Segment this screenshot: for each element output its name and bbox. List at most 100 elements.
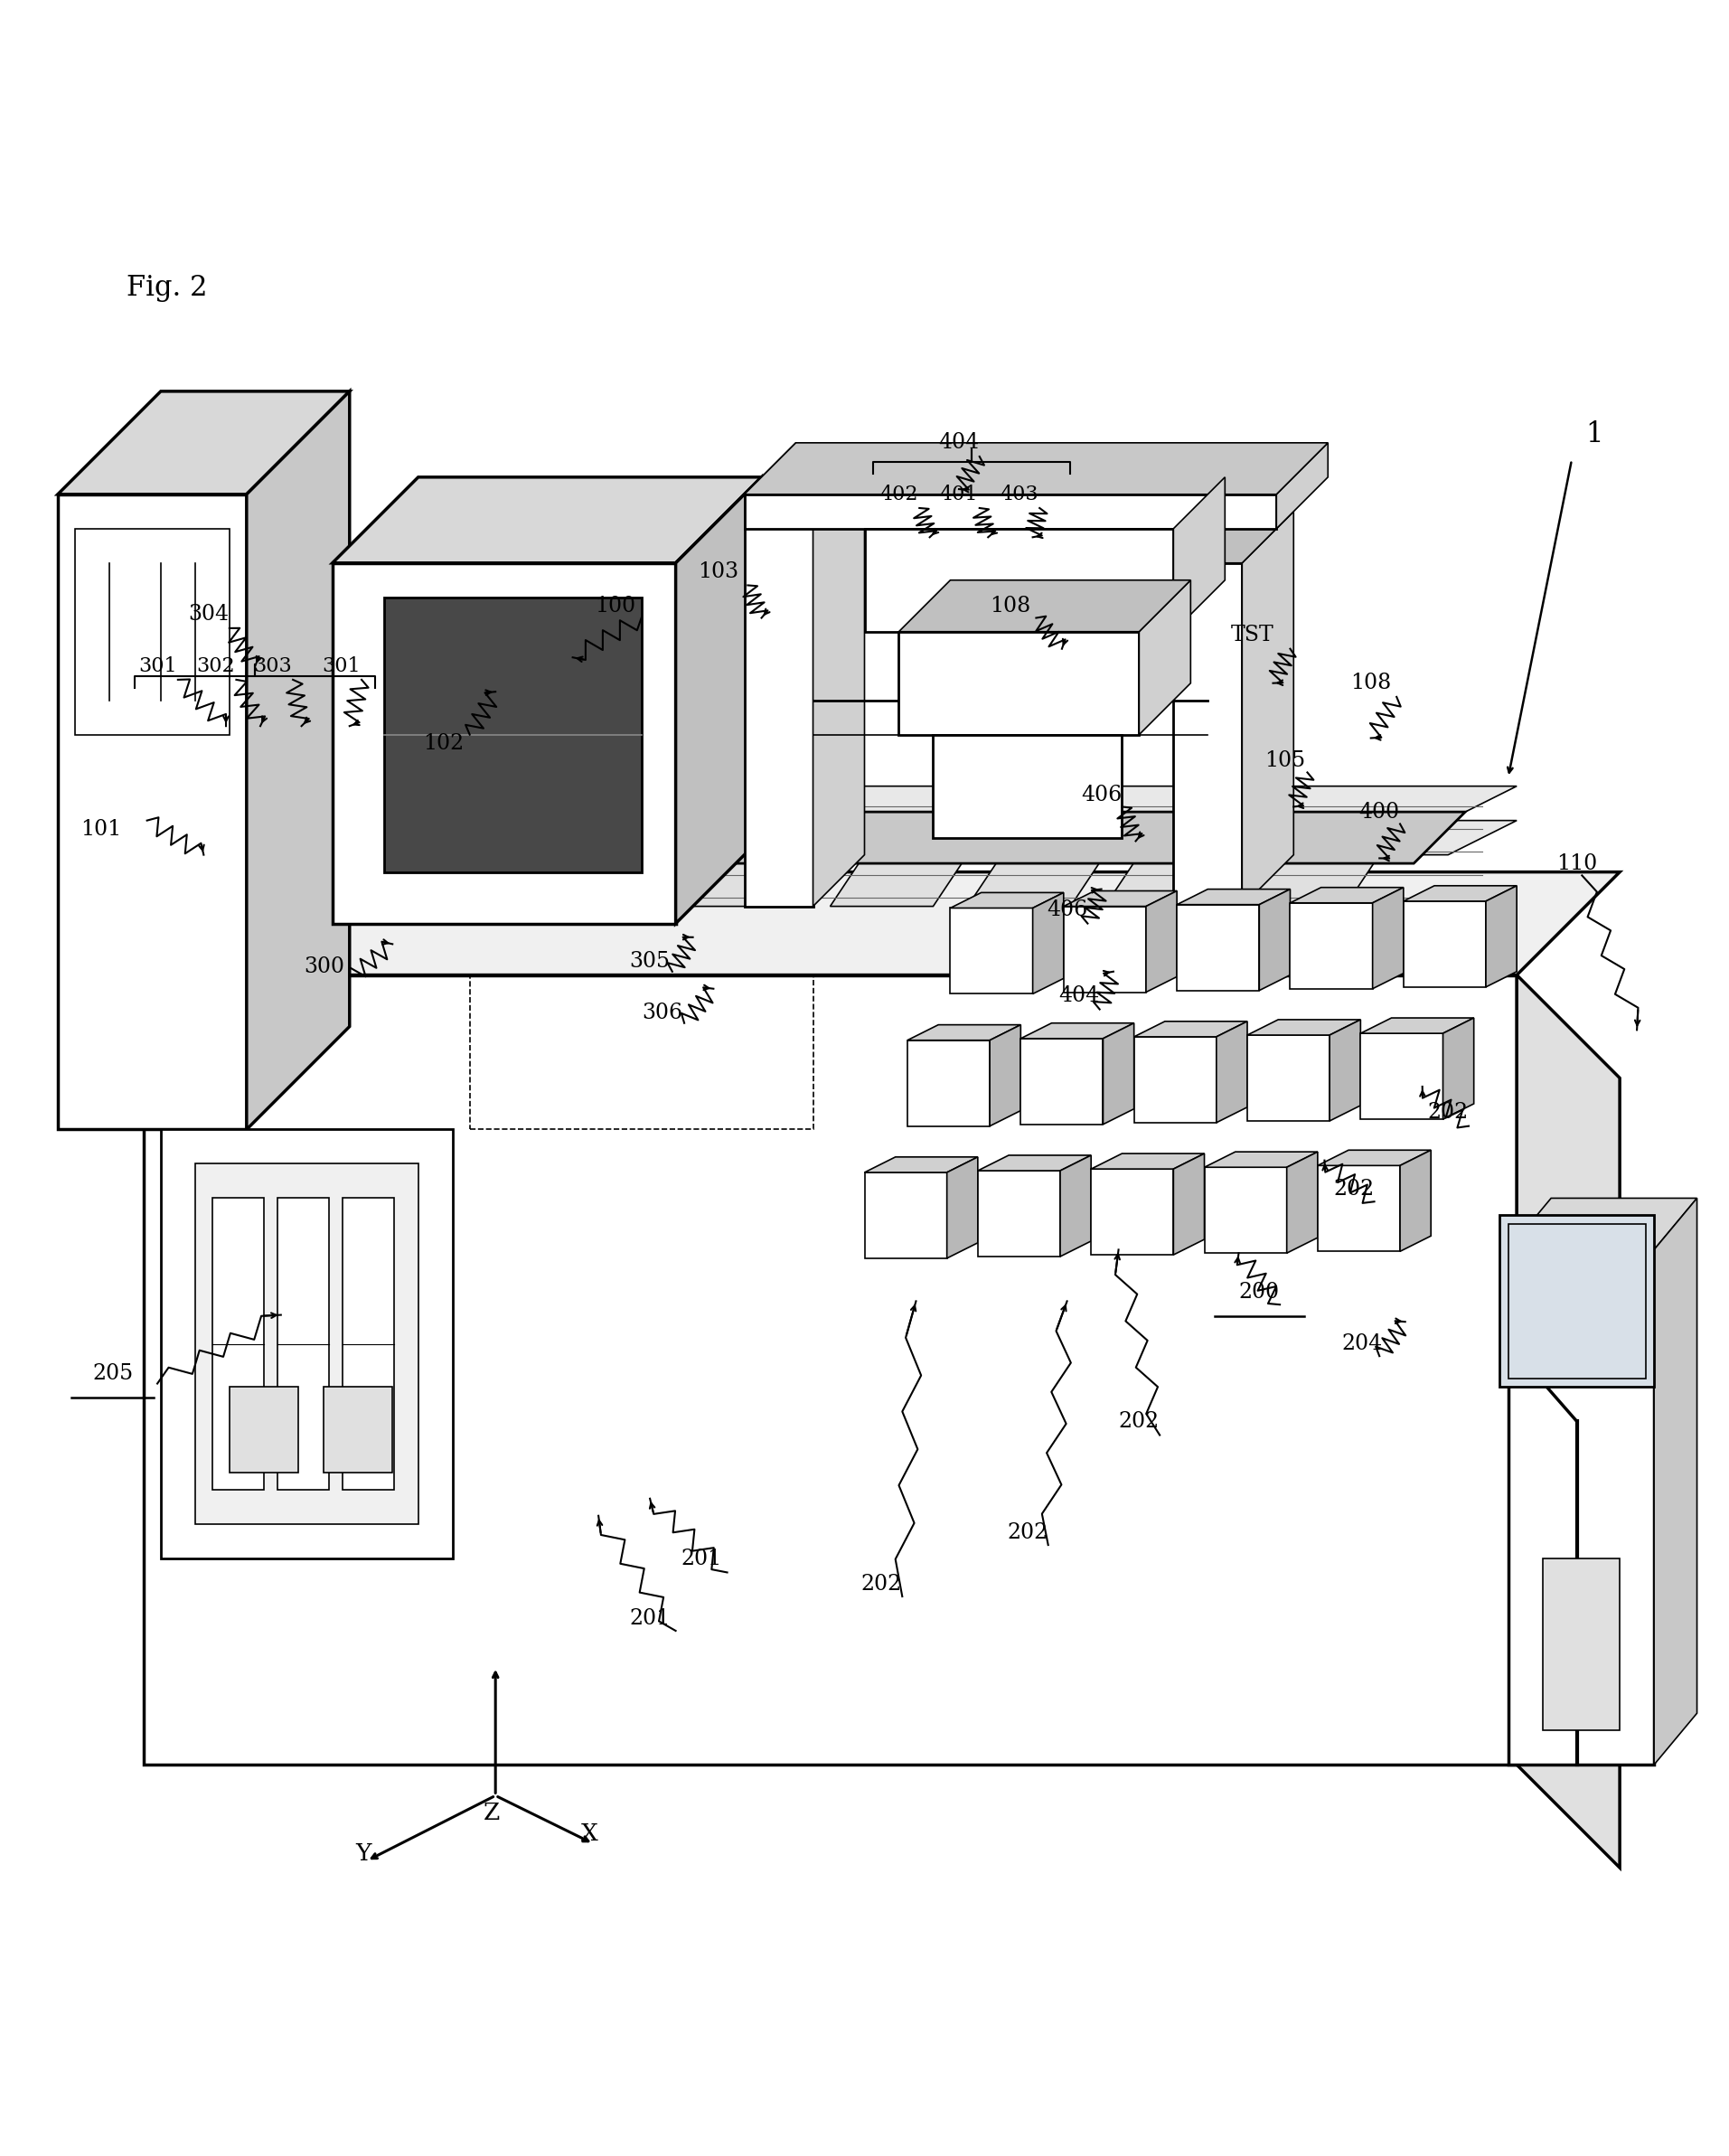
Text: 304: 304 [188,604,230,625]
Polygon shape [864,1173,947,1259]
Polygon shape [676,476,761,923]
Polygon shape [830,854,968,906]
Text: 1: 1 [1585,420,1603,448]
Polygon shape [342,1199,394,1490]
Polygon shape [1400,1149,1432,1250]
Polygon shape [1290,903,1373,990]
Text: 105: 105 [1264,750,1305,772]
Polygon shape [1103,1024,1134,1123]
Polygon shape [144,871,1620,975]
Polygon shape [1286,1151,1317,1253]
Polygon shape [1361,1018,1473,1033]
Text: 102: 102 [424,733,465,755]
Polygon shape [1485,886,1516,987]
Polygon shape [1060,1156,1091,1257]
Polygon shape [1063,890,1177,906]
Text: Z: Z [484,1802,500,1824]
Text: 201: 201 [629,1608,671,1630]
Text: 402: 402 [880,485,918,505]
Text: 406: 406 [1081,785,1122,804]
Polygon shape [323,1386,392,1473]
Polygon shape [1373,888,1404,990]
Text: 103: 103 [699,561,738,582]
Text: 202: 202 [1333,1179,1375,1201]
Text: 101: 101 [80,819,121,839]
Polygon shape [1276,442,1328,528]
Polygon shape [745,442,1328,494]
Polygon shape [1259,888,1290,990]
Polygon shape [315,821,1516,854]
Polygon shape [1361,1033,1444,1119]
Text: 300: 300 [304,955,344,977]
Polygon shape [1020,1039,1103,1123]
Text: 108: 108 [1350,673,1392,694]
Polygon shape [1508,1250,1655,1766]
Polygon shape [968,854,1105,906]
Polygon shape [979,1171,1060,1257]
Polygon shape [195,1164,418,1524]
Polygon shape [1542,1559,1620,1731]
Polygon shape [951,893,1063,908]
Polygon shape [934,735,1122,839]
Polygon shape [1317,1149,1432,1166]
Polygon shape [745,494,813,906]
Polygon shape [908,1024,1020,1039]
Polygon shape [1174,476,1224,632]
Polygon shape [161,1130,453,1559]
Polygon shape [384,813,1464,862]
Polygon shape [1205,1151,1317,1166]
Polygon shape [745,442,864,494]
Text: 403: 403 [999,485,1037,505]
Polygon shape [1241,511,1293,906]
Polygon shape [1139,580,1191,735]
Polygon shape [1063,906,1146,992]
Text: Y: Y [356,1843,372,1865]
Polygon shape [693,854,830,906]
Polygon shape [1205,1166,1286,1253]
Text: 305: 305 [629,951,671,972]
Polygon shape [864,1158,979,1173]
Polygon shape [1146,890,1177,992]
Polygon shape [384,597,641,871]
Text: 108: 108 [991,595,1030,617]
Text: 100: 100 [595,595,636,617]
Polygon shape [57,390,349,494]
Bar [470,975,813,1130]
Polygon shape [1247,1020,1361,1035]
Text: 401: 401 [939,485,979,505]
Polygon shape [1499,1216,1655,1386]
Polygon shape [989,1024,1020,1125]
Polygon shape [1174,1153,1205,1255]
Text: 202: 202 [861,1574,903,1595]
Polygon shape [899,632,1139,735]
Polygon shape [418,854,555,906]
Text: 303: 303 [252,655,292,677]
Text: 406: 406 [1046,899,1088,921]
Text: 301: 301 [138,655,176,677]
Polygon shape [74,528,230,735]
Polygon shape [1134,1037,1217,1123]
Polygon shape [213,1199,265,1490]
Text: 301: 301 [322,655,360,677]
Polygon shape [1404,886,1516,901]
Polygon shape [1330,1020,1361,1121]
Polygon shape [57,494,247,1130]
Polygon shape [230,1386,297,1473]
Polygon shape [1091,1153,1205,1169]
Polygon shape [1134,1022,1247,1037]
Text: 201: 201 [681,1548,723,1570]
Polygon shape [247,390,349,1130]
Polygon shape [951,908,1032,994]
Text: 205: 205 [92,1363,133,1384]
Polygon shape [1516,975,1620,1867]
Text: 404: 404 [1058,985,1100,1007]
Text: 306: 306 [641,1003,683,1024]
Polygon shape [1444,1018,1473,1119]
Text: 404: 404 [939,433,979,453]
Polygon shape [1655,1199,1696,1766]
Text: X: X [581,1822,598,1846]
Text: 202: 202 [1006,1522,1048,1544]
Polygon shape [1020,1024,1134,1039]
Text: 302: 302 [197,655,235,677]
Polygon shape [1290,888,1404,903]
